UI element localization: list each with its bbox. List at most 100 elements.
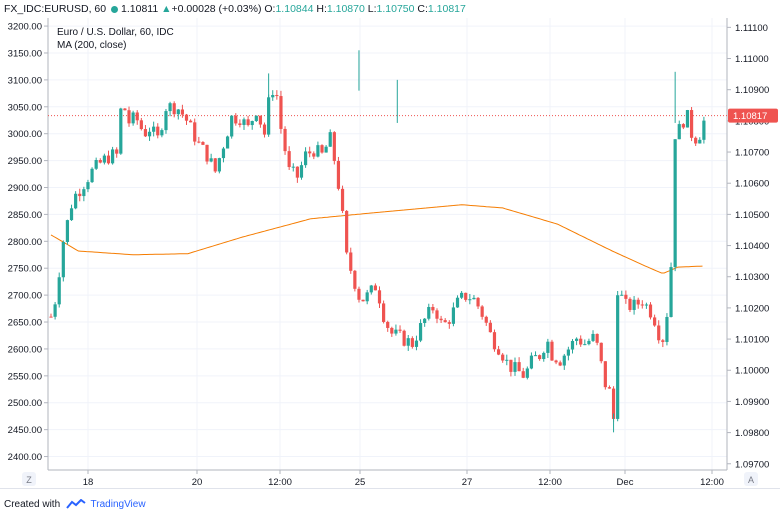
candle-body — [702, 120, 706, 140]
left-tick-label: 2700.00 — [8, 291, 42, 302]
candle-body — [246, 119, 250, 126]
open-label: O: — [264, 3, 276, 16]
candle-body — [147, 131, 152, 137]
candle-body — [94, 160, 98, 169]
auto-scale-label[interactable]: A — [748, 475, 754, 485]
candle-body — [505, 359, 509, 361]
right-tick-label: 1.10700 — [735, 148, 769, 159]
candle-body — [65, 220, 70, 242]
right-tick-label: 1.10600 — [735, 179, 769, 190]
last-price: 1.10811 — [121, 3, 159, 16]
candle-body — [57, 277, 61, 305]
candle-body — [394, 329, 398, 334]
candle-body — [115, 149, 119, 154]
candle-body — [517, 362, 521, 372]
candle-body — [254, 115, 258, 122]
candle-body — [312, 153, 316, 157]
candle-body — [620, 294, 624, 296]
high-value: 1.10870 — [326, 3, 365, 16]
left-tick-label: 3150.00 — [8, 48, 42, 59]
time-axis[interactable]: 18 20 12:00 25 27 12:00 Dec 12:00 — [48, 469, 727, 488]
left-tick-label: 2950.00 — [8, 156, 42, 167]
candle-body — [607, 387, 612, 389]
left-tick-label: 2900.00 — [8, 183, 42, 194]
candle-body — [82, 189, 86, 197]
candle-body — [275, 95, 279, 97]
candle-body — [303, 151, 308, 166]
candle-body — [566, 349, 570, 356]
axis-corners: Z A — [22, 472, 758, 486]
candle-body — [373, 285, 377, 291]
candle-body — [320, 145, 324, 153]
right-tick-label: 1.09800 — [735, 428, 769, 439]
candle-body — [180, 109, 184, 115]
candle-body — [632, 299, 636, 310]
right-tick-label: 1.09700 — [735, 459, 769, 470]
candle-body — [271, 95, 275, 98]
candle-body — [550, 341, 554, 361]
candle-body — [242, 119, 246, 125]
candle-body — [509, 359, 513, 372]
price-change: +0.00028 (+0.03%) — [171, 3, 262, 16]
candle-body — [209, 158, 213, 162]
candle-body — [427, 306, 431, 319]
last-price-up-icon — [111, 5, 119, 13]
auto-scale-button[interactable] — [744, 472, 758, 486]
left-tick-label: 3000.00 — [8, 129, 42, 140]
candle-body — [234, 115, 238, 124]
right-tick-label: 1.11000 — [735, 54, 769, 65]
right-tick-label: 1.10200 — [735, 303, 769, 314]
candle-body — [665, 316, 669, 342]
candle-body — [176, 109, 180, 115]
candle-body — [106, 155, 111, 164]
left-tick-label: 2550.00 — [8, 371, 42, 382]
symbol-info-bar: FX_IDC:EURUSD, 60 1.10811 ▲+0.00028 (+0.… — [0, 0, 780, 18]
candle-body — [669, 267, 673, 317]
corner-left-label[interactable]: Z — [26, 475, 32, 485]
left-tick-label: 2650.00 — [8, 318, 42, 329]
candle-body — [258, 115, 263, 125]
candle-body — [616, 295, 620, 419]
candle-body — [49, 316, 53, 318]
candle-body — [299, 165, 304, 178]
left-tick-label: 2750.00 — [8, 264, 42, 275]
ma-title: MA (200, close) — [57, 40, 127, 51]
candle-body — [587, 340, 591, 345]
candle-body — [418, 323, 423, 341]
candle-body — [431, 306, 435, 311]
candle-body — [546, 341, 550, 353]
candle-body — [143, 129, 148, 137]
candle-body — [583, 344, 587, 346]
open-value: 1.10844 — [275, 3, 314, 16]
candle-body — [681, 124, 685, 128]
footer: Created with TradingView — [0, 488, 780, 516]
corner-left-box[interactable] — [22, 472, 36, 486]
candle-body — [513, 362, 517, 372]
candle-body — [468, 299, 472, 301]
candle-body — [98, 160, 102, 163]
candle-body — [406, 338, 410, 346]
candles — [49, 50, 706, 433]
candle-body — [172, 103, 176, 115]
left-tick-label: 3200.00 — [8, 22, 42, 33]
price-chart[interactable]: 3200.00 3150.00 3100.00 3050.00 3000.00 2950.… — [0, 18, 780, 488]
last-price-badge: 1.10817 — [728, 108, 778, 123]
right-tick-label: 1.10500 — [735, 210, 769, 221]
right-price-axis[interactable]: 1.111001.110001.109001.108001.107001.106… — [726, 18, 769, 470]
candle-body — [661, 340, 665, 342]
candle-body — [439, 318, 443, 321]
time-tick-label: 12:00 — [538, 477, 562, 488]
candle-body — [221, 148, 226, 159]
candle-body — [558, 362, 562, 366]
close-value: 1.10817 — [427, 3, 466, 16]
candle-body — [628, 298, 632, 310]
candle-body — [201, 142, 205, 145]
tradingview-brand[interactable]: TradingView — [90, 499, 146, 510]
candle-body — [611, 388, 616, 419]
candle-body — [168, 103, 172, 112]
candle-body — [698, 139, 702, 144]
candle-body — [529, 355, 534, 369]
created-with-label: Created with — [4, 499, 61, 510]
right-tick-label: 1.10300 — [735, 272, 769, 283]
candle-body — [328, 132, 332, 147]
